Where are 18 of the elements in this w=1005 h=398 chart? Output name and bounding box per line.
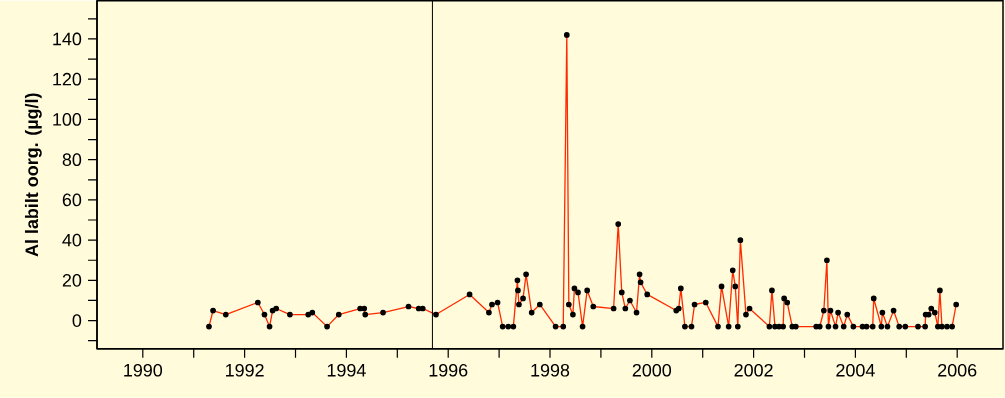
y-tick-label: 0 bbox=[72, 314, 82, 328]
x-tick-label: 1996 bbox=[429, 364, 468, 377]
x-tick-label: 2002 bbox=[734, 364, 773, 377]
y-tick-label: 80 bbox=[62, 153, 82, 167]
x-tick-label: 2006 bbox=[938, 364, 977, 377]
y-tick-label: 140 bbox=[53, 32, 82, 46]
x-tick-label: 2004 bbox=[836, 364, 875, 377]
y-tick-label: 60 bbox=[62, 193, 82, 207]
y-axis-title: Al labilt oorg. (µg/l) bbox=[24, 93, 42, 257]
y-tick-label: 100 bbox=[53, 113, 82, 126]
x-tick-label: 1990 bbox=[124, 364, 163, 377]
x-tick-label: 1994 bbox=[327, 364, 366, 377]
y-tick-label: 20 bbox=[62, 274, 82, 287]
y-tick-label: 120 bbox=[53, 72, 82, 86]
x-tick-label: 1998 bbox=[531, 364, 570, 377]
y-tick-label: 40 bbox=[62, 233, 82, 247]
x-tick-label: 2000 bbox=[632, 364, 672, 377]
x-tick-label: 1992 bbox=[226, 364, 264, 377]
